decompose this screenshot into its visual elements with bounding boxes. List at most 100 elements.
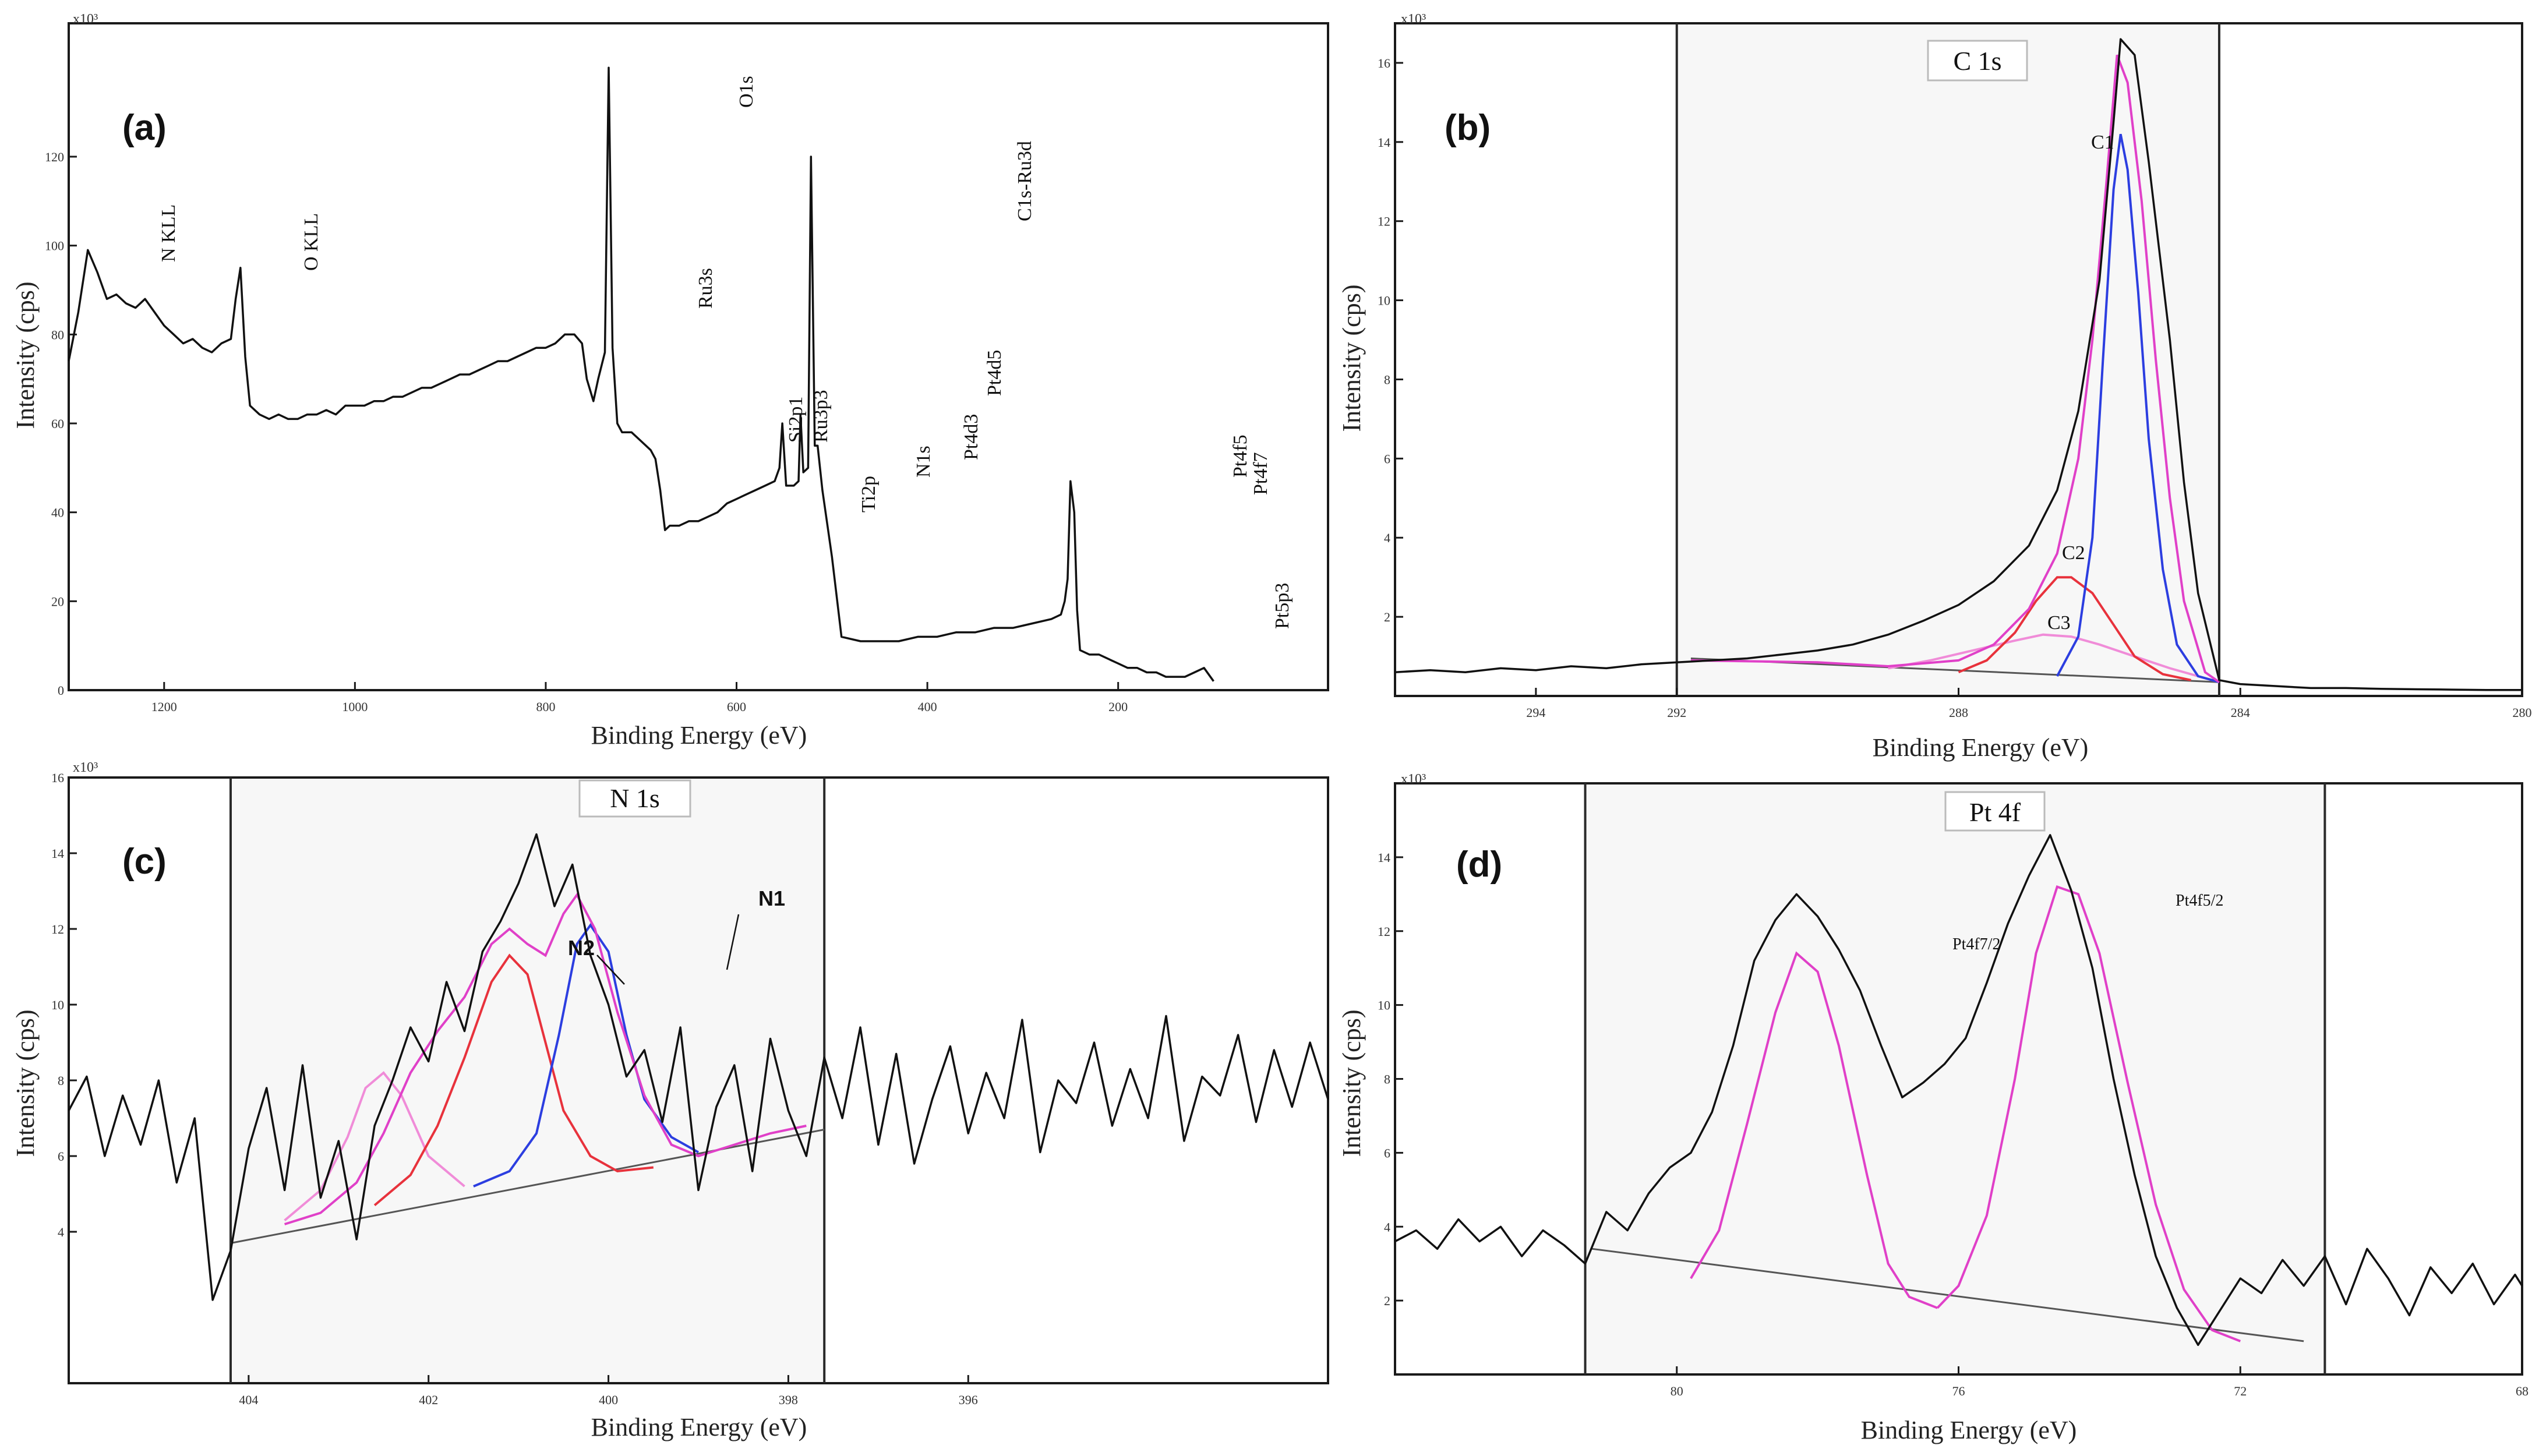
panel-a-x-axis-title: Binding Energy (eV) (591, 721, 807, 750)
panel-c-letter: (c) (122, 842, 167, 882)
peak-label-c1s-ru3d: C1s-Ru3d (1014, 141, 1036, 221)
panel-a-x-ticks: 1200 1000 800 600 400 200 (151, 682, 1128, 714)
peak-label-n1-leader (726, 914, 740, 970)
series-measured (1394, 38, 2522, 691)
series-background (1592, 1248, 2304, 1342)
y-tick-label: 4 (1384, 531, 1390, 545)
series-n2 (373, 953, 654, 1207)
y-tick-label: 6 (1384, 451, 1390, 466)
panel-c-y-ticks: 4 6 8 10 12 14 16 (51, 771, 77, 1239)
x-tick-label: 280 (2513, 705, 2532, 720)
y-tick-label: 10 (51, 998, 64, 1012)
x-tick-label: 284 (2231, 705, 2250, 720)
peak-label-pt4f7: Pt4f7 (1250, 452, 1272, 495)
series-c3 (1888, 633, 2220, 684)
y-tick-label: 4 (58, 1225, 64, 1239)
series-c2 (1958, 576, 2192, 681)
y-tick-label: 16 (51, 771, 64, 785)
x-tick-label: 72 (2234, 1384, 2247, 1398)
y-tick-label: 12 (1378, 214, 1390, 229)
peak-label-pt4f5: Pt4f5 (1230, 434, 1251, 478)
panel-c-legend-box (578, 779, 691, 818)
x-tick-label: 80 (1671, 1384, 1683, 1398)
x-tick-label: 402 (419, 1393, 438, 1407)
panel-a: x10³ (a) 0 20 40 60 80 100 120 1200 1000 800 600 4… (11, 12, 1329, 750)
x-tick-label: 800 (536, 699, 555, 714)
panel-d-legend: Pt 4f (1969, 797, 2021, 827)
series-measured (68, 833, 1329, 1301)
y-tick-label: 120 (45, 150, 64, 164)
panel-a-y-ticks: 0 20 40 60 80 100 120 (45, 150, 77, 698)
x-tick-label: 200 (1108, 699, 1128, 714)
panel-d-fit-region (1585, 784, 2325, 1373)
panel-d-y-axis-title: Intensity (cps) (1337, 1010, 1366, 1157)
peak-label-pt4d3: Pt4d3 (960, 414, 982, 460)
y-tick-label: 2 (1384, 1294, 1390, 1308)
x-tick-label: 288 (1949, 705, 1968, 720)
panel-d-letter: (d) (1456, 844, 1502, 885)
series-pt4f7-2 (1690, 951, 1938, 1309)
panel-b-x-ticks: 294 292 288 284 280 (1526, 688, 2532, 720)
panel-d-scale-mark: x10³ (1401, 772, 1426, 787)
peak-label-pt5p3: Pt5p3 (1272, 583, 1293, 629)
x-tick-label: 400 (918, 699, 937, 714)
panel-b-series (1394, 38, 2522, 691)
peak-label-o1s: O1s (736, 76, 757, 108)
y-tick-label: 100 (45, 239, 64, 253)
panel-c-x-axis-title: Binding Energy (eV) (591, 1413, 807, 1441)
peak-label-n2-leader (596, 955, 625, 985)
x-tick-label: 396 (959, 1393, 978, 1407)
peak-label-c2: C2 (2062, 542, 2085, 564)
x-tick-label: 292 (1667, 705, 1686, 720)
panel-d-legend-box (1944, 791, 2046, 832)
y-tick-label: 4 (1384, 1220, 1390, 1234)
y-tick-label: 14 (51, 846, 64, 861)
panel-d-y-ticks: 2 4 6 8 10 12 14 (1378, 850, 1403, 1308)
panel-b-fit-region (1676, 24, 2219, 695)
x-tick-label: 600 (727, 699, 746, 714)
y-tick-label: 14 (1378, 850, 1390, 865)
peak-label-ru3s: Ru3s (695, 268, 716, 309)
series-measured (1394, 834, 2523, 1347)
series-survey (68, 66, 1214, 682)
panel-c-legend: N 1s (610, 783, 660, 813)
panel-c: x10³ (c) N 1s 4 6 8 10 12 14 16 404 402 400 398 39… (11, 760, 1329, 1441)
peak-label-pt4d5: Pt4d5 (984, 350, 1005, 396)
peak-label-pt4f7-2: Pt4f7/2 (1952, 935, 2000, 953)
x-tick-label: 1200 (151, 699, 177, 714)
panel-a-series (68, 66, 1214, 682)
panel-a-scale-mark: x10³ (73, 12, 98, 27)
peak-label-n1s: N1s (913, 446, 934, 478)
panel-b-scale-mark: x10³ (1401, 12, 1426, 27)
x-tick-label: 404 (239, 1393, 258, 1407)
y-tick-label: 10 (1378, 294, 1390, 308)
panel-b-y-ticks: 2 4 6 8 10 12 14 16 (1378, 56, 1403, 624)
panel-b-y-axis-title: Intensity (cps) (1337, 285, 1366, 432)
panel-b-legend-box (1927, 40, 2028, 82)
panel-c-scale-mark: x10³ (73, 760, 98, 775)
series-envelope (284, 892, 807, 1225)
peak-label-c3: C3 (2047, 612, 2071, 634)
peak-label-si2p1: Si2p1 (785, 397, 807, 443)
panel-d-x-ticks: 80 76 72 68 (1671, 1366, 2529, 1398)
panel-a-y-axis-title: Intensity (cps) (11, 282, 40, 429)
panel-d-series (1394, 834, 2523, 1347)
panel-b-x-axis-title: Binding Energy (eV) (1873, 733, 2089, 762)
peak-label-n2: N2 (568, 936, 595, 960)
series-envelope (1690, 54, 2220, 683)
y-tick-label: 8 (1384, 1072, 1390, 1087)
x-tick-label: 398 (779, 1393, 798, 1407)
panel-c-series (68, 833, 1329, 1301)
panel-c-x-ticks: 404 402 400 398 396 (239, 1375, 978, 1407)
panel-c-fit-region (230, 779, 825, 1382)
peak-label-c1: C1 (2091, 132, 2114, 153)
x-tick-label: 76 (1952, 1384, 1965, 1398)
y-tick-label: 2 (1384, 610, 1390, 624)
panel-a-letter: (a) (122, 108, 167, 148)
y-tick-label: 8 (1384, 372, 1390, 387)
y-tick-label: 40 (51, 506, 64, 520)
panel-d-x-axis-title: Binding Energy (eV) (1861, 1416, 2077, 1444)
panel-c-y-axis-title: Intensity (cps) (11, 1010, 40, 1157)
